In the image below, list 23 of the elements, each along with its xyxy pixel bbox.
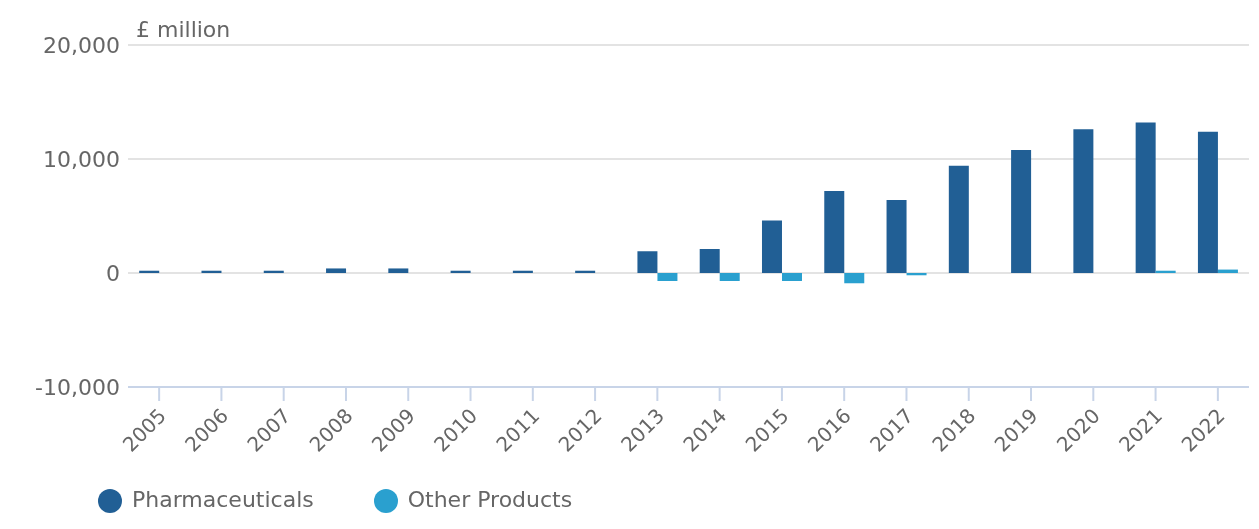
y-tick-label: -10,000 (35, 374, 120, 400)
bar (388, 268, 409, 273)
legend-label: Pharmaceuticals (132, 487, 314, 512)
bar (844, 273, 865, 284)
bar (699, 249, 720, 273)
bar (1073, 129, 1094, 273)
bar (948, 165, 969, 273)
y-tick-label: 0 (106, 260, 120, 286)
bar (657, 273, 678, 281)
bar (761, 220, 782, 273)
legend-label: Other Products (407, 487, 573, 512)
y-tick-label: 10,000 (43, 146, 120, 172)
bar (637, 251, 658, 273)
bar (886, 200, 907, 273)
bar (781, 273, 802, 281)
bar (824, 190, 845, 273)
bar (326, 268, 347, 273)
bar (719, 273, 740, 281)
y-tick-label: 20,000 (43, 32, 120, 58)
y-axis-title: £ million (136, 17, 231, 42)
bar (1197, 131, 1218, 273)
bar (1135, 122, 1156, 273)
bar (1011, 149, 1032, 273)
